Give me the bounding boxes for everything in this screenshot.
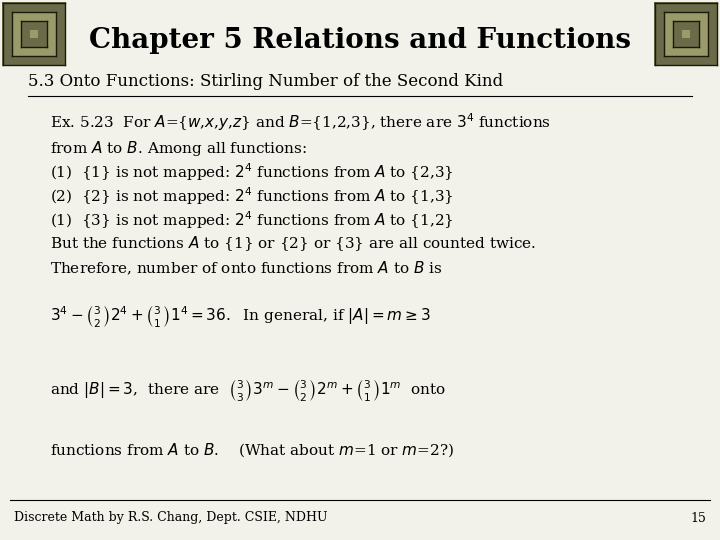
Text: $3^4 - \binom{3}{2}2^4 + \binom{3}{1}1^4 = 36.$  In general, if $|A| = m \geq 3$: $3^4 - \binom{3}{2}2^4 + \binom{3}{1}1^4… — [50, 303, 431, 329]
Bar — [654, 2, 718, 66]
Text: and $|B|= 3$,  there are  $\binom{3}{3}3^m - \binom{3}{2}2^m + \binom{3}{1}1^m$ : and $|B|= 3$, there are $\binom{3}{3}3^m… — [50, 377, 446, 403]
Bar — [664, 11, 708, 56]
Text: 15: 15 — [690, 511, 706, 524]
Text: Chapter 5 Relations and Functions: Chapter 5 Relations and Functions — [89, 26, 631, 53]
Text: But the functions $A$ to {1} or {2} or {3} are all counted twice.: But the functions $A$ to {1} or {2} or {… — [50, 234, 536, 253]
Text: Therefore, number of onto functions from $A$ to $B$ is: Therefore, number of onto functions from… — [50, 259, 443, 276]
Text: 5.3 Onto Functions: Stirling Number of the Second Kind: 5.3 Onto Functions: Stirling Number of t… — [28, 73, 503, 91]
Text: (1)  {1} is not mapped: $2^4$ functions from $A$ to {2,3}: (1) {1} is not mapped: $2^4$ functions f… — [50, 161, 454, 183]
Text: Discrete Math by R.S. Chang, Dept. CSIE, NDHU: Discrete Math by R.S. Chang, Dept. CSIE,… — [14, 511, 328, 524]
Bar — [682, 30, 690, 38]
Text: (2)  {2} is not mapped: $2^4$ functions from $A$ to {1,3}: (2) {2} is not mapped: $2^4$ functions f… — [50, 185, 454, 207]
Bar — [12, 11, 56, 56]
Bar — [2, 2, 66, 66]
Text: Ex. 5.23  For $A$={$w$,$x$,$y$,$z$} and $B$={1,2,3}, there are $3^4$ functions: Ex. 5.23 For $A$={$w$,$x$,$y$,$z$} and $… — [50, 111, 551, 133]
Bar — [21, 21, 47, 47]
Text: functions from $A$ to $B$.    (What about $m$=1 or $m$=2?): functions from $A$ to $B$. (What about $… — [50, 441, 454, 459]
Bar — [30, 30, 38, 38]
Text: from $A$ to $B$. Among all functions:: from $A$ to $B$. Among all functions: — [50, 138, 307, 158]
Bar — [673, 21, 699, 47]
Text: (1)  {3} is not mapped: $2^4$ functions from $A$ to {1,2}: (1) {3} is not mapped: $2^4$ functions f… — [50, 209, 454, 231]
